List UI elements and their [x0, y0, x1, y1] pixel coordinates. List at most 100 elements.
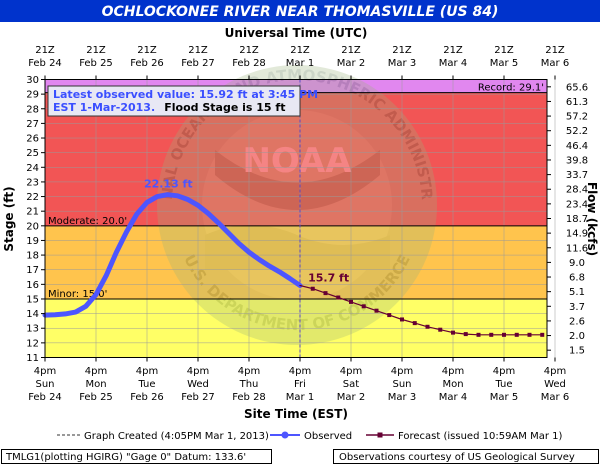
flow-tick-label-12: 33.7 [566, 170, 588, 181]
title-bar [0, 0, 600, 22]
site-tick-day-4: Thu [239, 379, 259, 390]
stage-tick-label-10: 21 [26, 207, 39, 218]
flow-tick-label-5: 6.8 [569, 273, 585, 284]
flow-tick-label-17: 61.3 [566, 97, 588, 108]
site-tick-date-3: Feb 27 [181, 392, 215, 403]
forecast-point-8 [400, 317, 404, 322]
site-tick-date-5: Mar 1 [286, 392, 314, 403]
stage-tick-label-11: 22 [26, 192, 39, 203]
stage-tick-label-15: 26 [26, 134, 39, 145]
watermark-bird [215, 150, 380, 210]
utc-tick-time-8: 21Z [443, 45, 463, 56]
stage-tick-label-18: 29 [26, 90, 39, 101]
utc-tick-date-10: Mar 6 [541, 58, 569, 69]
site-tick-day-1: Mon [85, 379, 106, 390]
forecast-point-3 [336, 295, 341, 300]
flow-tick-label-10: 23.4 [566, 199, 588, 210]
stage-tick-label-13: 24 [26, 163, 39, 174]
flow-tick-label-0: 1.5 [569, 346, 585, 357]
threshold-label-2: Record: 29.1' [478, 83, 544, 94]
flow-tick-label-15: 52.2 [566, 126, 588, 137]
flow-tick-label-7: 11.6 [566, 243, 588, 254]
flow-axis-title: Flow (kcfs) [585, 182, 599, 256]
stage-tick-label-5: 16 [26, 280, 39, 291]
legend-created-label: Graph Created (4:05PM Mar 1, 2013) [84, 431, 269, 442]
stage-tick-label-9: 20 [26, 221, 39, 232]
series-line-1 [299, 284, 543, 336]
stage-tick-label-17: 28 [26, 104, 39, 115]
stage-axis: 11 12 13 14 15 16 17 18 19 20 21 22 23 24 25 26 27 28 29 30 [26, 75, 45, 364]
utc-tick-date-0: Feb 24 [28, 58, 62, 69]
flow-tick-label-18: 65.6 [566, 82, 588, 93]
forecast-point-16 [502, 332, 506, 337]
forecast-point-2 [323, 291, 328, 296]
utc-tick-date-4: Feb 28 [232, 58, 266, 69]
flow-tick-label-14: 46.4 [566, 141, 588, 152]
forecast-point-19 [540, 332, 545, 337]
forecast-point-11 [438, 327, 443, 332]
site-tick-day-7: Sun [392, 379, 411, 390]
watermark-wave [205, 225, 390, 270]
stage-tick-label-14: 25 [26, 148, 39, 159]
watermark-logo-text: NOAA [242, 141, 352, 181]
stage-tick-label-0: 11 [26, 353, 39, 364]
top-axis-title: Universal Time (UTC) [225, 26, 368, 40]
latest-value-line1: Latest observed value: 15.92 ft at 3:45 … [53, 88, 318, 101]
utc-tick-time-4: 21Z [239, 45, 259, 56]
latest-value-box-bg [47, 85, 301, 117]
flow-tick-label-13: 39.8 [566, 155, 588, 166]
site-tick-day-9: Tue [494, 379, 512, 390]
forecast-point-7 [387, 313, 392, 318]
forecast-point-12 [451, 330, 455, 335]
footer-credit: Observations courtesy of US Geological S… [339, 452, 575, 463]
legend-observed-label: Observed [304, 431, 352, 442]
forecast-point-6 [374, 308, 379, 313]
chart-title: OCHLOCKONEE RIVER NEAR THOMASVILLE (US 8… [102, 4, 499, 20]
legend-observed-marker [281, 431, 289, 439]
latest-value-line2: EST 1-Mar-2013. Flood Stage is 15 ft [53, 96, 285, 115]
point-annotations: 22.13 ft 15.7 ft [144, 178, 349, 285]
site-tick-day-10: Wed [544, 379, 566, 390]
site-tick-time-7: 4pm [391, 366, 413, 377]
utc-tick-time-7: 21Z [392, 45, 412, 56]
flood-stage-text: Flood Stage is 15 ft [164, 101, 285, 114]
site-tick-date-4: Feb 28 [232, 392, 266, 403]
stage-tick-label-12: 23 [26, 177, 39, 188]
threshold-label-0: Minor: 15.0' [48, 289, 107, 300]
legend: Graph Created (4:05PM Mar 1, 2013) Obser… [57, 431, 562, 442]
site-tick-time-8: 4pm [442, 366, 464, 377]
utc-tick-time-9: 21Z [494, 45, 514, 56]
series-lines [42, 192, 545, 337]
forecast-point-13 [463, 332, 468, 337]
utc-tick-time-6: 21Z [341, 45, 361, 56]
legend-forecast-label: Forecast (issued 10:59AM Mar 1) [398, 431, 562, 442]
stage-tick-label-3: 14 [26, 309, 39, 320]
site-tick-date-0: Feb 24 [28, 392, 62, 403]
flow-tick-label-11: 28.4 [566, 185, 588, 196]
utc-tick-date-2: Feb 26 [130, 58, 164, 69]
site-tick-date-1: Feb 25 [79, 392, 113, 403]
site-tick-time-4: 4pm [238, 366, 260, 377]
site-tick-time-6: 4pm [340, 366, 362, 377]
footer-datum: TMLG1(plotting HGIRG) "Gage 0" Datum: 13… [5, 452, 246, 463]
forecast-point-14 [476, 332, 481, 337]
site-tick-time-9: 4pm [493, 366, 515, 377]
forecast-point-15 [489, 332, 494, 337]
annotation-0: 22.13 ft [144, 178, 193, 191]
annotation-1: 15.7 ft [308, 272, 349, 285]
site-tick-date-6: Mar 2 [337, 392, 365, 403]
utc-tick-date-8: Mar 4 [439, 58, 467, 69]
site-tick-day-3: Wed [187, 379, 209, 390]
band-1 [45, 225, 547, 299]
forecast-point-1 [310, 286, 315, 291]
site-tick-day-0: Sun [35, 379, 54, 390]
utc-tick-time-3: 21Z [188, 45, 208, 56]
utc-tick-date-5: Mar 1 [286, 58, 314, 69]
stage-tick-label-16: 27 [26, 119, 39, 130]
utc-tick-date-3: Feb 27 [181, 58, 215, 69]
y-axis-title: Stage (ft) [2, 186, 16, 251]
site-tick-date-8: Mar 4 [439, 392, 467, 403]
site-tick-date-10: Mar 6 [541, 392, 569, 403]
flow-tick-label-3: 3.7 [569, 302, 585, 313]
